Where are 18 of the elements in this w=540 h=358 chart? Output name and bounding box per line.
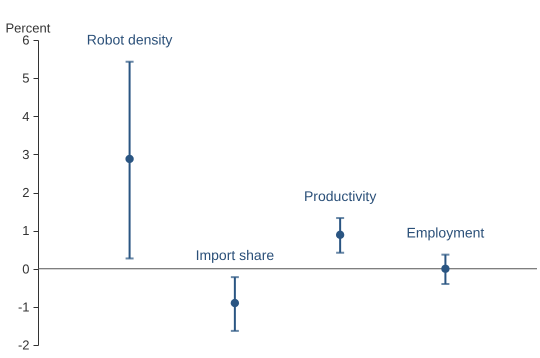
x-tick-label: Employment: [406, 224, 484, 241]
y-tick-label: 0: [22, 261, 30, 276]
y-tick-label: 3: [22, 146, 30, 162]
y-tick-label: 1: [22, 223, 30, 238]
y-tick-label: -2: [18, 338, 30, 352]
y-tick-label: -1: [18, 299, 30, 314]
x-tick-label: Productivity: [304, 188, 376, 204]
y-tick-label: 6: [22, 32, 30, 48]
x-tick-label: Robot density: [86, 32, 172, 48]
y-tick-label: 2: [22, 185, 30, 200]
point: [441, 264, 450, 273]
y-tick-label: 5: [22, 70, 30, 86]
y-tick-label: 4: [22, 108, 30, 124]
x-tick-label: Import share: [196, 247, 274, 264]
point: [230, 298, 240, 308]
point: [125, 154, 134, 164]
point: [336, 230, 344, 239]
y-axis-title: Percent: [6, 20, 51, 36]
